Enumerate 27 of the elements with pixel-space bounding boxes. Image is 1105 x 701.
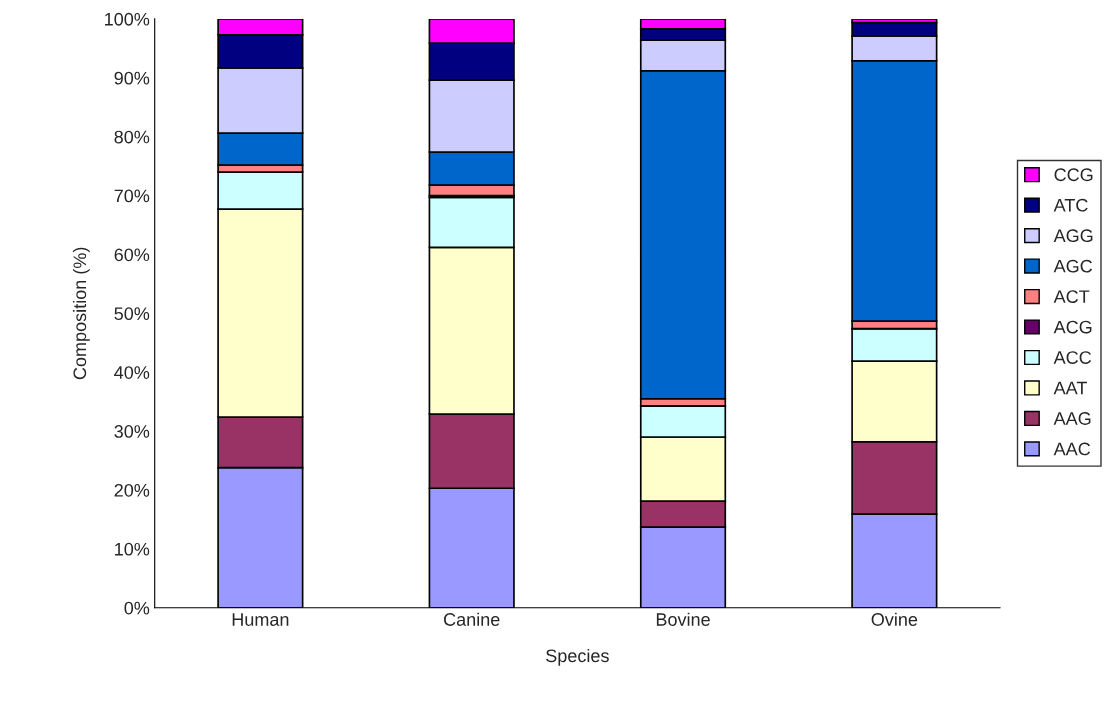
y-tick-label: 30%: [114, 425, 150, 438]
legend-label: AGC: [1053, 259, 1093, 273]
legend-label: ATC: [1053, 198, 1088, 212]
y-tick-label: 60%: [114, 248, 150, 262]
legend-label: CCG: [1054, 168, 1093, 182]
y-tick-label: 40%: [114, 366, 150, 379]
x-tick-label: Bovine: [656, 612, 710, 626]
x-axis-title: Species: [546, 648, 609, 666]
legend-label: AGG: [1053, 229, 1093, 243]
y-tick-label: 0%: [124, 601, 150, 615]
y-tick-label: 20%: [114, 483, 150, 497]
legend-label: AAG: [1053, 412, 1091, 425]
x-tick-label: Human: [232, 613, 289, 626]
legend-label: ACT: [1053, 290, 1090, 304]
y-tick-label: 100%: [105, 12, 150, 26]
y-tick-label: 80%: [114, 130, 150, 144]
legend-label: ACG: [1053, 320, 1092, 334]
y-tick-label: 50%: [114, 307, 150, 321]
legend-label: AAT: [1053, 381, 1087, 395]
y-tick-label: 70%: [114, 189, 150, 203]
legend-label: AAC: [1053, 442, 1091, 456]
legend-label: ACC: [1053, 351, 1092, 364]
y-tick-label: 10%: [115, 542, 150, 556]
y-tick-label: 90%: [114, 71, 150, 85]
x-tick-label: Ovine: [871, 612, 918, 626]
y-axis-title: Composition (%): [72, 247, 90, 380]
x-tick-label: Canine: [444, 612, 500, 626]
